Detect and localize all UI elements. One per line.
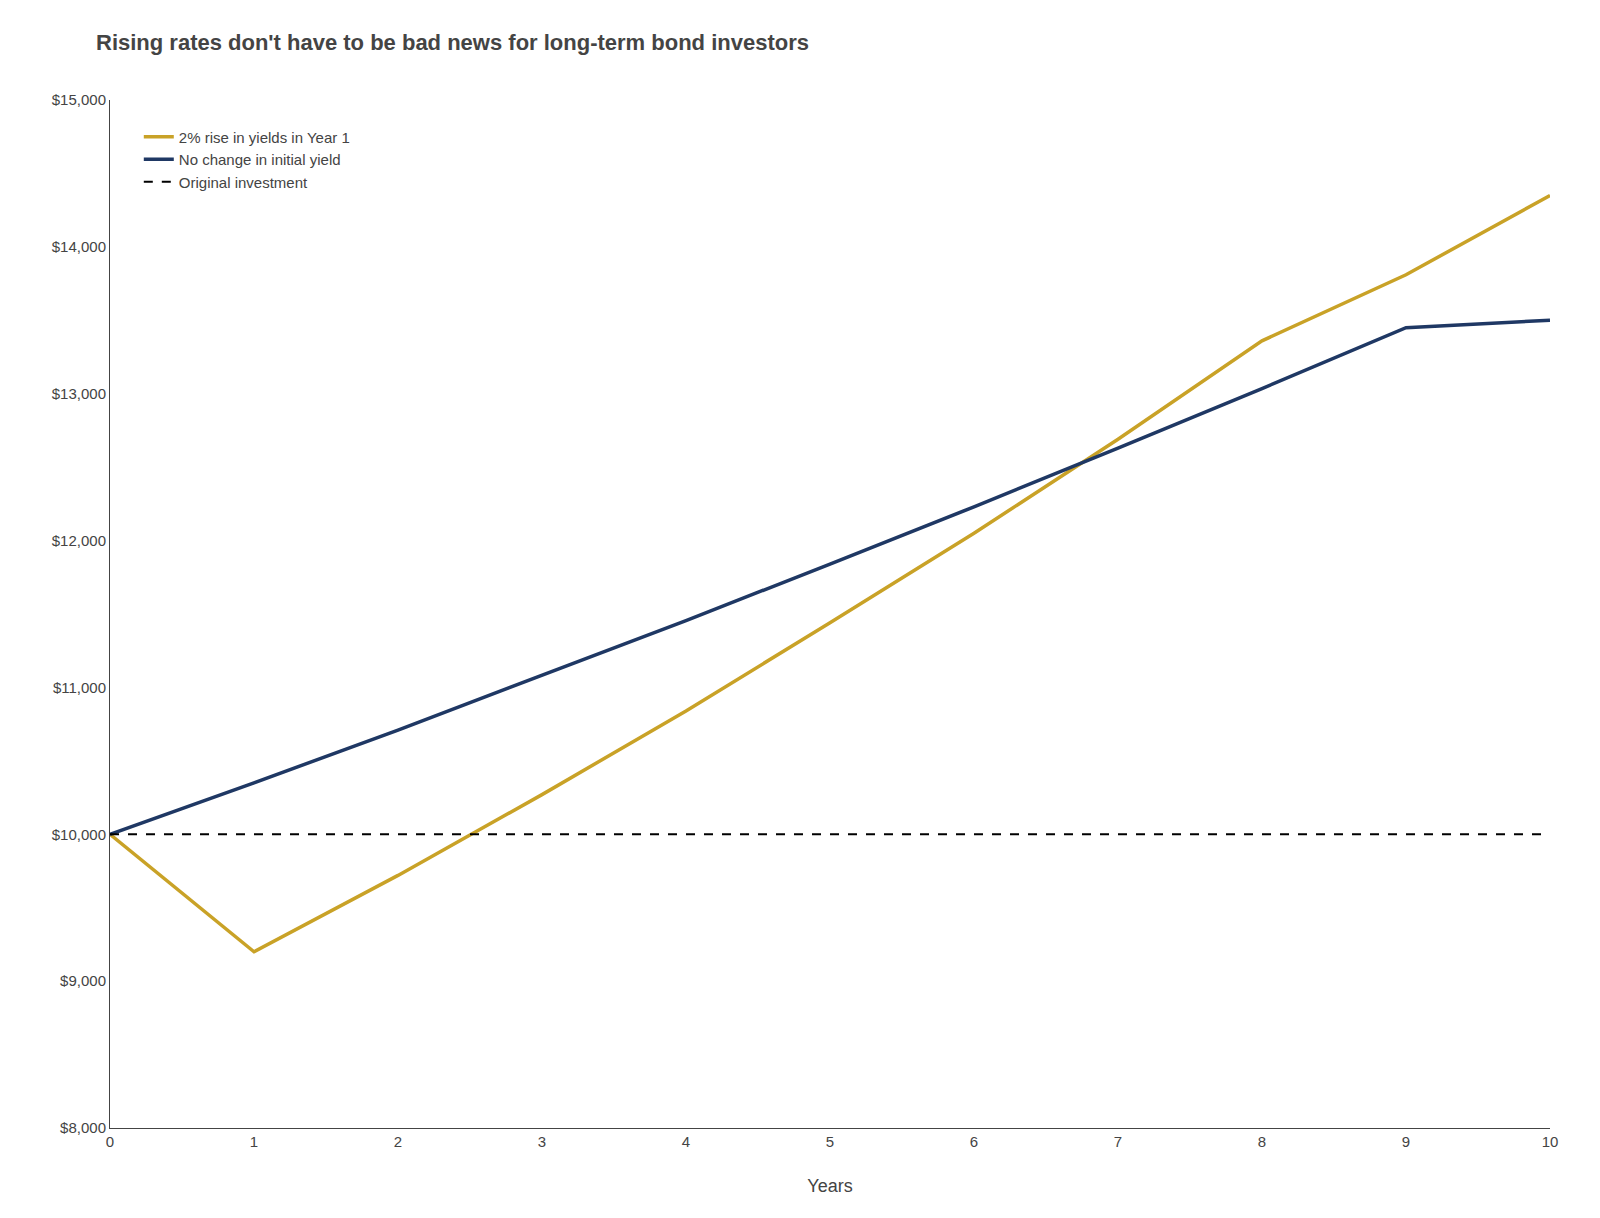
svg-text:2: 2: [394, 1133, 402, 1150]
svg-text:7: 7: [1114, 1133, 1122, 1150]
svg-text:1: 1: [250, 1133, 258, 1150]
svg-text:Original investment: Original investment: [179, 174, 308, 191]
svg-text:$9,000: $9,000: [60, 972, 106, 989]
svg-text:0: 0: [106, 1133, 114, 1150]
svg-text:Years: Years: [807, 1176, 852, 1196]
svg-text:6: 6: [970, 1133, 978, 1150]
svg-text:2% rise in yields in Year 1: 2% rise in yields in Year 1: [179, 129, 350, 146]
svg-text:10: 10: [1542, 1133, 1559, 1150]
svg-text:$12,000: $12,000: [52, 532, 106, 549]
svg-text:$15,000: $15,000: [52, 91, 106, 108]
svg-text:No change in initial yield: No change in initial yield: [179, 151, 341, 168]
svg-text:$8,000: $8,000: [60, 1119, 106, 1136]
svg-text:$10,000: $10,000: [52, 826, 106, 843]
svg-text:Rising rates don't have to be: Rising rates don't have to be bad news f…: [96, 30, 809, 55]
svg-text:$11,000: $11,000: [53, 679, 106, 696]
svg-text:8: 8: [1258, 1133, 1266, 1150]
svg-text:5: 5: [826, 1133, 834, 1150]
svg-text:4: 4: [682, 1133, 690, 1150]
svg-text:3: 3: [538, 1133, 546, 1150]
svg-text:$14,000: $14,000: [52, 238, 106, 255]
svg-text:$13,000: $13,000: [52, 385, 106, 402]
svg-text:9: 9: [1402, 1133, 1410, 1150]
